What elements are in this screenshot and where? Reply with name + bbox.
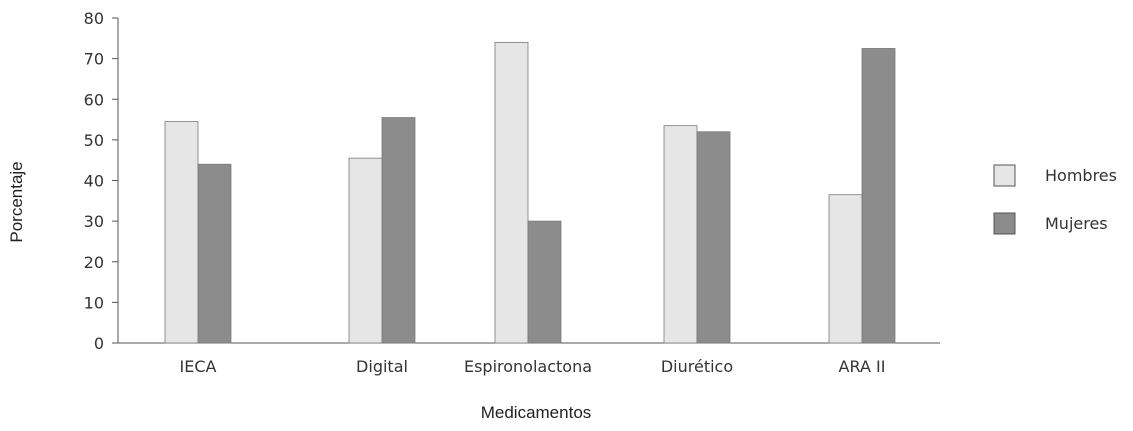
- bar-mujeres-4: [861, 48, 896, 344]
- bars: [164, 41, 896, 344]
- x-tick-label: Diurético: [661, 357, 733, 376]
- bar-hombres-0: [164, 121, 199, 344]
- legend-label-hombres: Hombres: [1045, 166, 1117, 185]
- y-tick-label: 40: [84, 172, 104, 191]
- y-tick-label: 60: [84, 90, 104, 109]
- x-tick-label: ARA II: [839, 357, 886, 376]
- bar-mujeres-2: [527, 220, 562, 344]
- y-tick-label: 80: [84, 9, 104, 28]
- x-tick-label: IECA: [180, 357, 217, 376]
- x-tick-label: Digital: [356, 357, 408, 376]
- y-axis: 0 10 20 30 40 50 60 70 80: [84, 9, 119, 353]
- y-tick-label: 50: [84, 131, 104, 150]
- bar-hombres-4: [828, 194, 863, 344]
- y-tick-label: 20: [84, 253, 104, 272]
- y-tick-label: 0: [94, 334, 104, 353]
- legend-swatch-hombres: [993, 164, 1016, 187]
- bar-mujeres-0: [197, 163, 232, 344]
- x-axis: IECA Digital Espironolactona Diurético ARA I…: [118, 342, 940, 376]
- bar-mujeres-3: [696, 131, 731, 344]
- x-axis-title: Medicamentos: [481, 403, 592, 422]
- bar-hombres-2: [494, 41, 529, 344]
- legend-label-mujeres: Mujeres: [1045, 214, 1108, 233]
- y-axis-title: Porcentaje: [7, 161, 26, 242]
- x-tick-label: Espironolactona: [464, 357, 592, 376]
- y-tick-label: 10: [84, 293, 104, 312]
- legend: Hombres Mujeres: [993, 164, 1117, 235]
- y-tick-label: 30: [84, 212, 104, 231]
- bar-hombres-3: [663, 125, 698, 344]
- bar-hombres-1: [348, 157, 383, 344]
- y-tick-label: 70: [84, 50, 104, 69]
- legend-swatch-mujeres: [993, 212, 1016, 235]
- bar-mujeres-1: [381, 117, 416, 344]
